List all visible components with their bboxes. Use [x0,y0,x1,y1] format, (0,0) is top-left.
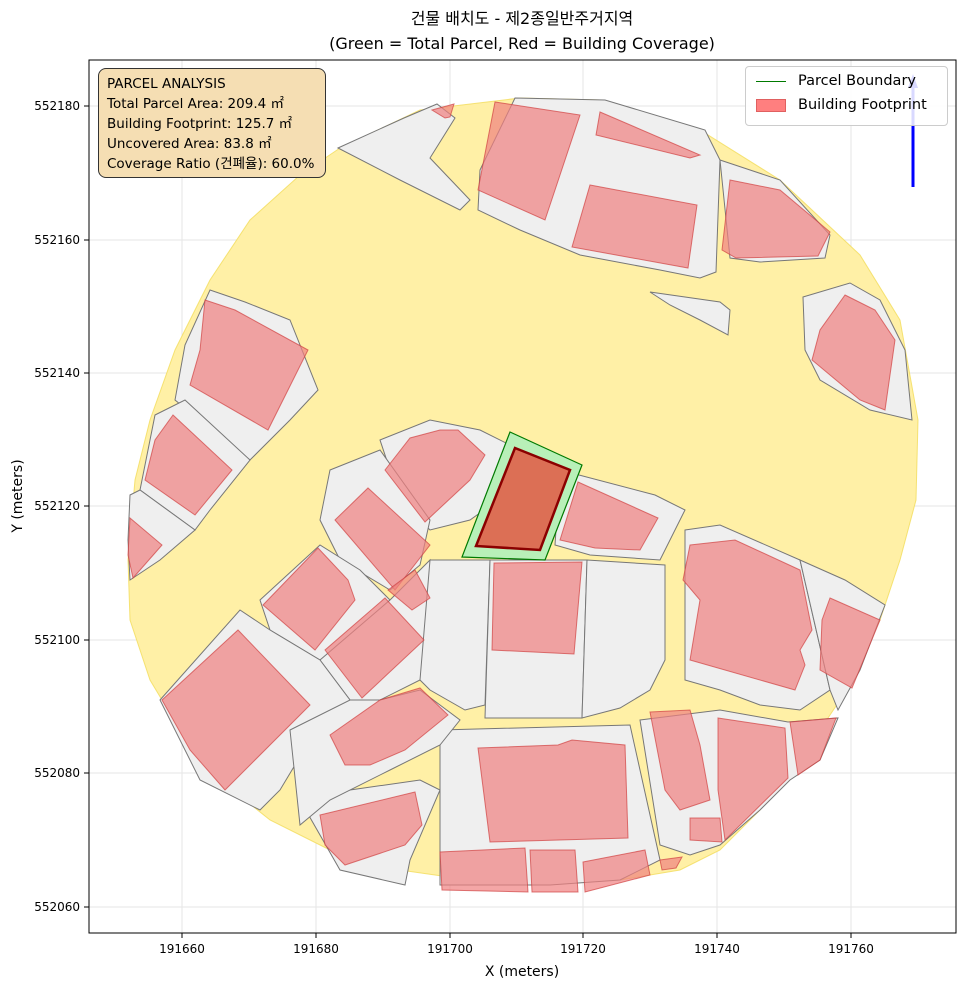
building-bottom-3 [477,739,629,843]
chart-title-line2: (Green = Total Parcel, Red = Building Co… [329,34,715,53]
building-left-4 [161,629,311,791]
parcel-mid-strip [649,291,731,336]
legend-parcel-line-swatch [756,80,786,82]
building-left-3 [127,516,163,580]
info-total-area: Total Parcel Area: 209.4 ㎡ [107,96,284,112]
building-top-2 [595,111,702,159]
legend-item-building: Building Footprint [756,97,927,113]
y-ticks [84,105,89,908]
legend-building-label: Building Footprint [798,97,927,113]
parcel-center-7 [581,559,666,719]
building-right-1 [811,294,896,411]
building-bottom-9 [717,717,789,842]
x-tick-label-191740: 191740 [694,942,740,956]
building-bottom-2 [319,791,423,866]
building-right-2 [559,481,659,551]
building-right-3 [682,539,813,691]
x-ticks [181,933,852,938]
building-center-6 [491,561,583,655]
plot-frame [88,59,957,934]
legend-parcel-label: Parcel Boundary [798,73,916,89]
building-bottom-1 [329,687,449,766]
chart-title-line1: 건물 배치도 - 제2종일반주거지역 [411,9,634,28]
building-bottom-7 [649,709,711,811]
map-area [88,59,957,934]
building-center-4 [324,597,425,699]
building-top-1 [477,101,581,221]
info-heading: PARCEL ANALYSIS [107,76,226,92]
building-center-5 [387,569,431,611]
legend-building-swatch [756,98,786,112]
x-tick-label-191700: 191700 [427,942,473,956]
buildings [127,101,896,893]
building-bottom-5 [529,849,579,893]
building-center-2 [334,487,431,591]
parcel-center-5 [419,559,491,711]
x-axis-label: X (meters) [485,964,559,980]
building-bottom-6 [582,849,651,893]
x-tick-label-191680: 191680 [293,942,339,956]
y-tick-label-552060: 552060 [34,900,80,914]
info-uncovered-area: Uncovered Area: 83.8 ㎡ [107,136,272,152]
building-left-2 [144,414,233,516]
y-axis-label: Y (meters) [10,459,26,533]
info-building-footprint: Building Footprint: 125.7 ㎡ [107,116,293,132]
building-bottom-8 [689,817,723,843]
y-tick-label-552160: 552160 [34,233,80,247]
y-tick-label-552120: 552120 [34,499,80,513]
building-bottom-10 [789,717,837,776]
y-tick-label-552080: 552080 [34,766,80,780]
y-tick-label-552180: 552180 [34,99,80,113]
building-top-4 [721,179,831,259]
y-tick-label-552140: 552140 [34,366,80,380]
parcel-analysis-box: PARCEL ANALYSIS Total Parcel Area: 209.4… [98,68,326,178]
building-bottom-small [659,856,683,871]
building-center-1 [384,429,486,523]
x-tick-label-191720: 191720 [560,942,606,956]
building-right-4 [819,597,881,689]
parcel-top-1 [336,103,471,211]
legend: Parcel Boundary Building Footprint [745,66,948,126]
building-bottom-4 [439,847,529,893]
x-tick-label-191660: 191660 [159,942,205,956]
target-building[interactable] [474,446,572,552]
info-coverage-ratio: Coverage Ratio (건폐율): 60.0% [107,156,315,172]
building-center-3 [262,547,356,651]
y-tick-label-552100: 552100 [34,633,80,647]
x-tick-label-191760: 191760 [828,942,874,956]
building-left-1 [189,299,309,431]
building-top-3 [571,184,698,269]
legend-item-parcel: Parcel Boundary [756,73,916,89]
building-top-small [430,103,455,119]
